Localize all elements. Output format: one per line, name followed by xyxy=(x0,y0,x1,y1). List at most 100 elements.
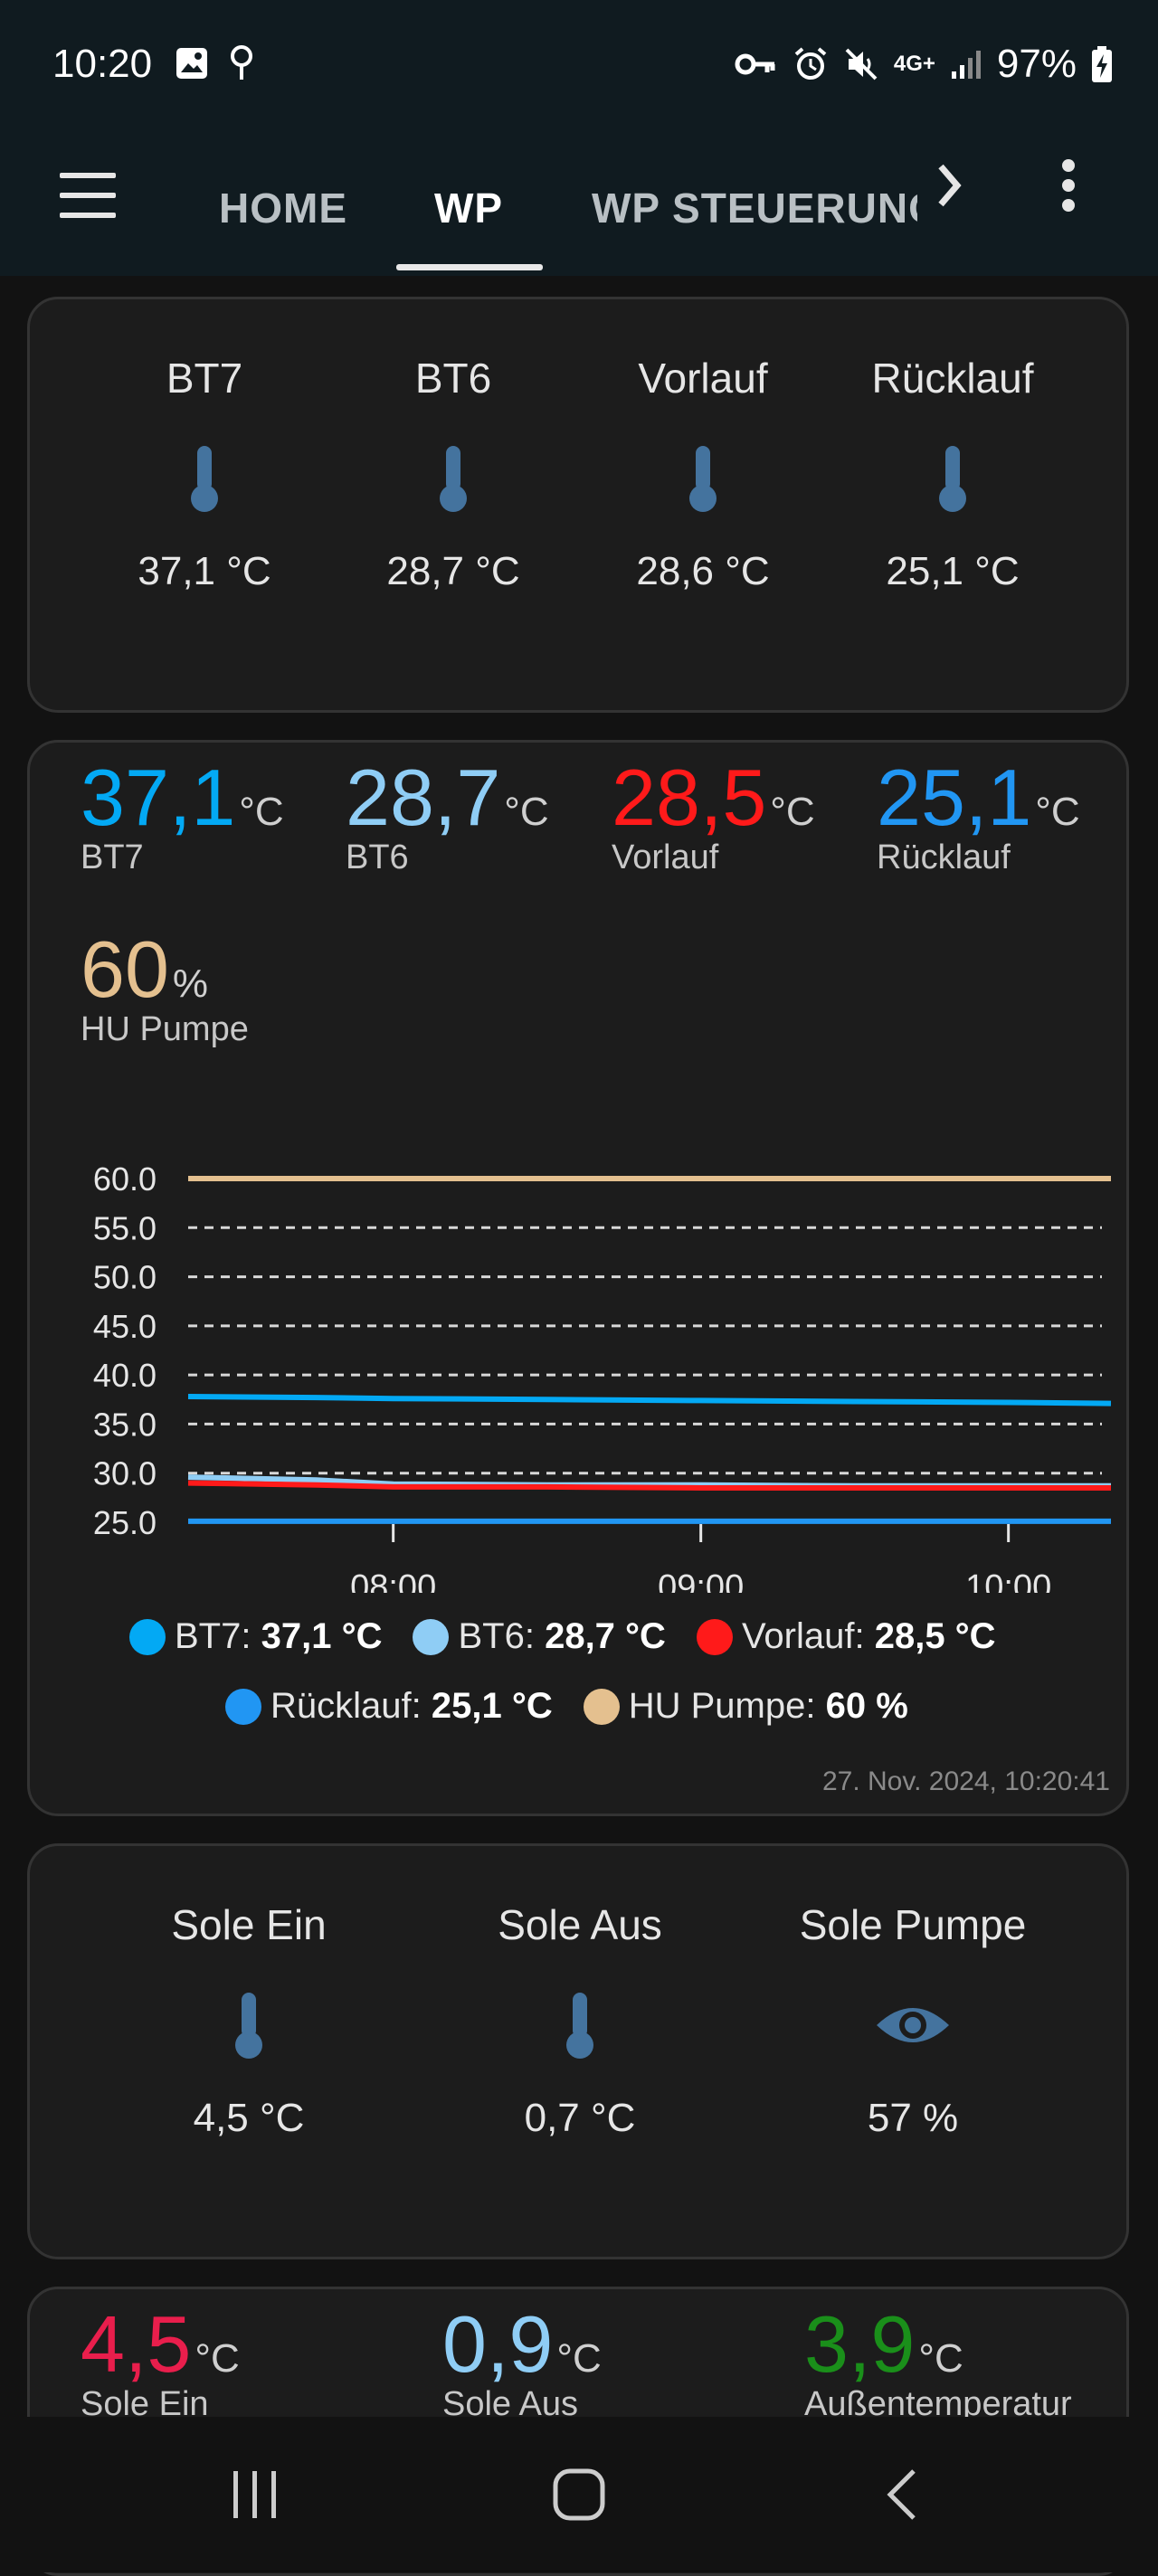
tab-home[interactable]: HOME xyxy=(219,185,347,232)
thermometer-icon xyxy=(235,1993,262,2059)
entity-name: BT7 xyxy=(166,355,243,402)
entity-sole-pumpe[interactable]: Sole Pumpe 57 % xyxy=(777,1900,1049,2141)
stat-label: Vorlauf xyxy=(612,838,719,876)
entity-state: 0,7 °C xyxy=(524,2096,636,2140)
y-tick-label: 40.0 xyxy=(93,1357,157,1394)
stat-value: 28,5 xyxy=(612,753,767,842)
stat-unit: °C xyxy=(195,2336,240,2381)
series-line-vorlauf xyxy=(187,1480,1111,1491)
stat-label: BT7 xyxy=(81,838,144,876)
stat-value: 3,9 xyxy=(804,2299,916,2389)
stat-value: 60 xyxy=(81,924,169,1014)
gallery-icon xyxy=(176,48,207,79)
network-type: 4G+ xyxy=(893,52,935,76)
history-chart[interactable]: 60.0 55.0 50.0 45.0 40.0 35.0 30.0 25.0 08:00 09:… xyxy=(30,1122,1126,1593)
stat-hu-pumpe: 60% HU Pumpe xyxy=(81,923,249,1049)
thermometer-icon xyxy=(440,446,467,512)
entity-name: Vorlauf xyxy=(638,355,768,402)
history-graph-card[interactable]: 37,1°C BT7 28,7°C BT6 28,5°C Vorlauf 25,… xyxy=(27,740,1129,1816)
stat-bt7: 37,1°C BT7 xyxy=(81,752,284,877)
entity-name: Sole Pumpe xyxy=(799,1901,1027,1948)
status-time: 10:20 xyxy=(52,42,153,86)
y-tick-label: 25.0 xyxy=(93,1504,157,1541)
stat-unit: °C xyxy=(918,2336,963,2381)
stat-value: 4,5 xyxy=(81,2299,192,2389)
vpn-key-icon xyxy=(735,53,775,75)
x-tick-label: 10:00 xyxy=(965,1568,1051,1593)
thermometer-icon xyxy=(191,446,218,512)
entity-state: 37,1 °C xyxy=(138,549,271,593)
y-tick-label: 45.0 xyxy=(93,1308,157,1345)
stat-value: 25,1 xyxy=(877,753,1032,842)
legend-item-vorlauf[interactable]: Vorlauf: 28,5 °C xyxy=(741,1616,996,1656)
legend-item-bt7[interactable]: BT7: 37,1 °C xyxy=(175,1616,383,1656)
chevron-right-icon[interactable] xyxy=(932,154,968,217)
thermometer-icon xyxy=(939,446,966,512)
y-tick-label: 35.0 xyxy=(93,1406,157,1443)
stat-label: Rücklauf xyxy=(877,838,1011,876)
system-nav-bar xyxy=(0,2417,1158,2572)
entities-card-sole: Sole Ein 4,5 °C Sole Aus 0,7 °C Sole Pum… xyxy=(27,1843,1129,2259)
legend-dot xyxy=(696,1618,733,1655)
legend-dot xyxy=(129,1618,166,1655)
entity-state: 28,7 °C xyxy=(386,549,520,593)
legend-item-bt6[interactable]: BT6: 28,7 °C xyxy=(458,1616,666,1656)
mute-icon xyxy=(845,48,878,80)
tab-wp[interactable]: WP xyxy=(434,185,504,232)
stat-unit: °C xyxy=(239,790,284,834)
stat-sole-aus: 0,9°C Sole Aus xyxy=(442,2298,602,2424)
home-button[interactable] xyxy=(552,2467,606,2522)
stat-value: 0,9 xyxy=(442,2299,554,2389)
stat-label: BT6 xyxy=(346,838,409,876)
back-button[interactable] xyxy=(878,2467,932,2522)
legend-dot xyxy=(413,1618,450,1655)
entity-bt7[interactable]: BT7 37,1 °C xyxy=(69,354,340,594)
entity-state: 4,5 °C xyxy=(193,2096,305,2140)
entity-vorlauf[interactable]: Vorlauf 28,6 °C xyxy=(567,354,839,594)
stat-unit: % xyxy=(172,961,209,1006)
stat-value: 37,1 xyxy=(81,753,236,842)
stat-bt6: 28,7°C BT6 xyxy=(346,752,549,877)
overflow-menu-button[interactable] xyxy=(1049,154,1087,217)
legend-item-ruecklauf[interactable]: Rücklauf: 25,1 °C xyxy=(271,1686,553,1726)
stat-unit: °C xyxy=(770,790,815,834)
legend-dot xyxy=(225,1688,261,1725)
stat-vorlauf: 28,5°C Vorlauf xyxy=(612,752,815,877)
active-tab-indicator xyxy=(396,264,543,270)
legend-dot xyxy=(583,1688,620,1725)
battery-charging-icon xyxy=(1092,46,1112,82)
status-bar: 10:20 4G+ 97% xyxy=(0,0,1158,131)
y-tick-label: 30.0 xyxy=(93,1455,157,1492)
y-tick-label: 60.0 xyxy=(93,1160,157,1198)
entity-ruecklauf[interactable]: Rücklauf 25,1 °C xyxy=(817,354,1088,594)
stat-unit: °C xyxy=(1035,790,1080,834)
thermometer-icon xyxy=(566,1993,593,2059)
stat-ruecklauf: 25,1°C Rücklauf xyxy=(877,752,1080,877)
entity-name: BT6 xyxy=(414,355,492,402)
stat-unit: °C xyxy=(504,790,549,834)
series-line-bt7 xyxy=(187,1394,1112,1406)
entity-name: Sole Aus xyxy=(498,1901,662,1948)
legend-row-1: BT7: 37,1 °C BT6: 28,7 °C Vorlauf: 28,5 … xyxy=(129,1616,996,1657)
location-icon xyxy=(231,45,252,80)
stat-aussentemperatur: 3,9°C Außentemperatur xyxy=(804,2298,1072,2424)
recent-apps-button[interactable] xyxy=(228,2467,282,2522)
signal-icon xyxy=(951,51,981,79)
entity-sole-ein[interactable]: Sole Ein 4,5 °C xyxy=(113,1900,384,2141)
entity-name: Rücklauf xyxy=(871,355,1034,402)
legend-row-2: Rücklauf: 25,1 °C HU Pumpe: 60 % xyxy=(225,1686,908,1727)
y-tick-label: 55.0 xyxy=(93,1209,157,1246)
thermometer-icon xyxy=(689,446,717,512)
legend-item-hu-pumpe[interactable]: HU Pumpe: 60 % xyxy=(628,1686,908,1726)
entities-card-wp: BT7 37,1 °C BT6 28,7 °C Vorlauf 28,6 °C … xyxy=(27,297,1129,713)
tab-wp-steuerung[interactable]: WP STEUERUNG xyxy=(592,185,917,232)
x-tick-label: 08:00 xyxy=(350,1568,436,1593)
entity-sole-aus[interactable]: Sole Aus 0,7 °C xyxy=(444,1900,716,2141)
stat-value: 28,7 xyxy=(346,753,501,842)
entity-state: 25,1 °C xyxy=(886,549,1020,593)
menu-button[interactable] xyxy=(56,164,119,227)
eye-icon xyxy=(877,2008,949,2042)
stat-sole-ein: 4,5°C Sole Ein xyxy=(81,2298,240,2424)
entity-state: 28,6 °C xyxy=(636,549,770,593)
entity-bt6[interactable]: BT6 28,7 °C xyxy=(318,354,589,594)
